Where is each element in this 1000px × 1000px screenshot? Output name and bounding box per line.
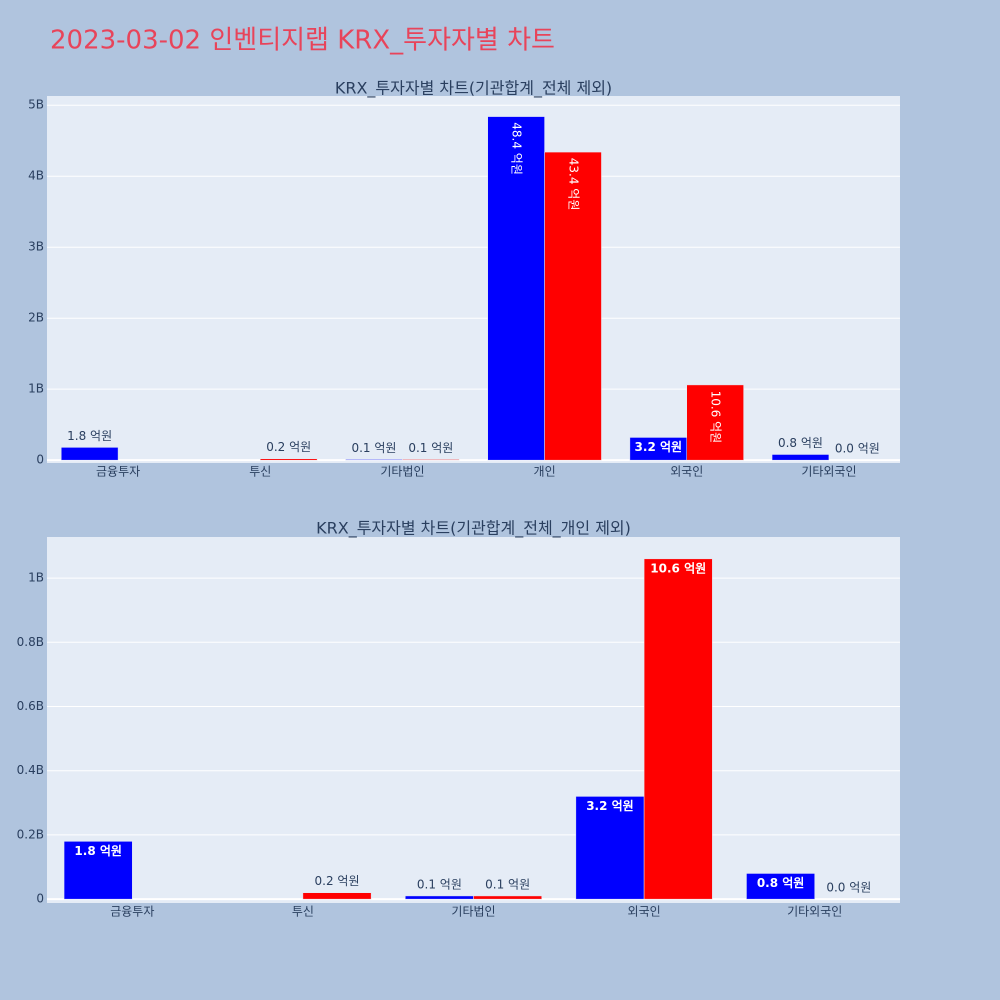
value-label: 0.1 억원: [485, 877, 530, 891]
bar: [643, 558, 713, 900]
y-tick-label: 0.4B: [17, 763, 44, 777]
value-label: 0.2 억원: [266, 440, 311, 454]
y-tick-label: 2B: [28, 311, 44, 325]
y-tick-label: 1B: [28, 571, 44, 585]
value-label: 43.4 억원: [567, 158, 581, 211]
y-tick-label: 0: [36, 892, 44, 906]
y-tick-label: 1B: [28, 382, 44, 396]
x-tick-label: 금융투자: [96, 465, 140, 479]
value-label: 0.2 억원: [315, 874, 360, 888]
x-tick-label: 개인: [534, 465, 556, 479]
bar: [771, 454, 830, 461]
y-tick-label: 0: [36, 453, 44, 467]
value-label: 0.0 억원: [826, 881, 871, 895]
y-tick-label: 4B: [28, 169, 44, 183]
x-tick-label: 외국인: [628, 905, 661, 919]
value-label: 0.8 억원: [778, 436, 823, 450]
value-label: 3.2 억원: [586, 799, 634, 813]
value-label: 10.6 억원: [650, 561, 706, 575]
bar: [746, 873, 815, 900]
x-tick-label: 투신: [292, 905, 314, 919]
value-label: 0.1 억원: [351, 441, 396, 455]
x-tick-label: 금융투자: [110, 905, 154, 919]
bar: [60, 447, 119, 461]
y-tick-label: 0.8B: [17, 635, 44, 649]
x-tick-label: 기타법인: [380, 465, 424, 479]
value-label: 10.6 억원: [709, 391, 723, 444]
value-label: 0.1 억원: [408, 441, 453, 455]
value-label: 48.4 억원: [510, 122, 524, 175]
x-tick-label: 기타외국인: [787, 905, 842, 919]
value-label: 0.1 억원: [417, 877, 462, 891]
bar: [63, 841, 133, 900]
value-label: 1.8 억원: [67, 429, 112, 443]
bar: [302, 892, 372, 900]
bar: [405, 895, 474, 900]
bar: [686, 384, 744, 461]
plot-area: [47, 537, 900, 903]
bar: [345, 459, 403, 461]
y-tick-label: 0.6B: [17, 699, 44, 713]
bar: [260, 458, 318, 461]
x-tick-label: 투신: [249, 465, 271, 479]
bar: [473, 895, 542, 900]
value-label: 0.0 억원: [835, 442, 880, 456]
chart-title: KRX_투자자별 차트(기관합계_전체_개인 제외): [316, 519, 631, 539]
y-tick-label: 0.2B: [17, 827, 44, 841]
y-tick-label: 3B: [28, 240, 44, 254]
x-tick-label: 기타법인: [451, 905, 495, 919]
value-label: 0.8 억원: [757, 876, 805, 890]
bar: [544, 151, 602, 461]
plot-area: [47, 96, 900, 463]
bar: [402, 459, 460, 461]
value-label: 3.2 억원: [635, 440, 683, 454]
chart-title: KRX_투자자별 차트(기관합계_전체 제외): [335, 79, 612, 99]
x-tick-label: 외국인: [670, 465, 703, 479]
page-title: 2023-03-02 인벤티지랩 KRX_투자자별 차트: [50, 26, 555, 56]
y-tick-label: 5B: [28, 98, 44, 112]
x-tick-label: 기타외국인: [801, 465, 856, 479]
value-label: 1.8 억원: [74, 844, 122, 858]
